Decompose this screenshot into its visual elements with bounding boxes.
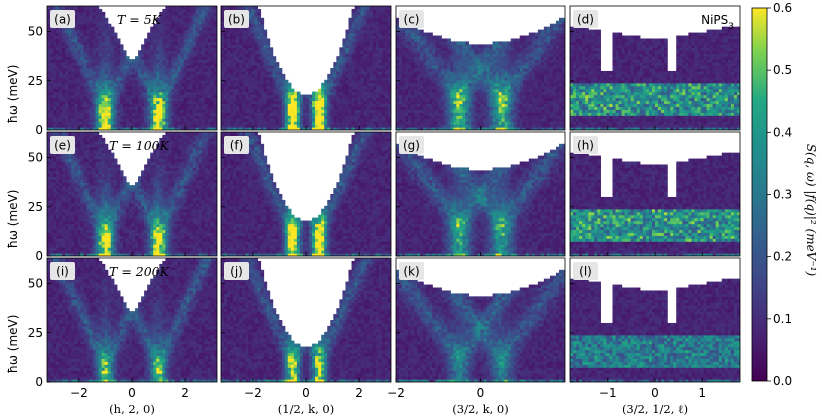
panel-label-box <box>573 10 598 28</box>
panel-label: (h) <box>577 139 594 153</box>
panel-label-box <box>224 262 249 280</box>
y-axis-label-row-3: ħω (meV) <box>6 315 20 374</box>
panel-label: (f) <box>230 139 244 153</box>
panel-label-box <box>399 136 424 154</box>
heatmap-panel-a <box>47 6 217 130</box>
temperature-label: T = 200K <box>109 264 170 279</box>
panel-label: (e) <box>54 139 71 153</box>
heatmap-panel-c <box>396 6 565 130</box>
x-tick-label: 0 <box>651 386 659 400</box>
x-tick-label: −1 <box>599 386 617 400</box>
panel-label: (c) <box>404 13 420 27</box>
panel-label: (k) <box>403 265 419 279</box>
panel-label: (b) <box>228 13 245 27</box>
panel-label: (a) <box>54 13 71 27</box>
panel-label: (d) <box>577 13 594 27</box>
y-axis-label-row-1: ħω (meV) <box>6 65 20 124</box>
y-tick-label: 50 <box>28 151 43 165</box>
heatmap-panel-b <box>221 6 391 130</box>
colorbar: 0.0 0.1 0.2 0.3 0.4 0.5 0.6 <box>751 1 792 388</box>
x-axis-label: (3/2, 1/2, ℓ) <box>622 402 688 416</box>
colorbar-tick-label: 0.5 <box>773 63 792 77</box>
y-tick-label: 50 <box>28 25 43 39</box>
panel-label-box <box>399 262 424 280</box>
y-tick-label: 25 <box>28 74 43 88</box>
heatmap-panel-e <box>47 132 217 256</box>
x-tick-label: 0 <box>128 386 136 400</box>
panel-label: (j) <box>230 265 243 279</box>
x-tick-label: 1 <box>698 386 706 400</box>
x-axis-label: (h, 2, 0) <box>109 402 155 416</box>
panel-label: (l) <box>579 265 592 279</box>
x-tick-label: 2 <box>355 386 363 400</box>
y-axis-label-row-2: ħω (meV) <box>6 190 20 249</box>
x-tick-label: −2 <box>70 386 88 400</box>
temperature-label: T = 5K <box>117 12 162 27</box>
x-tick-label: 2 <box>181 386 189 400</box>
panel-label-box <box>50 136 75 154</box>
panel-label-box <box>399 10 424 28</box>
panel-label: (g) <box>403 139 420 153</box>
panel-label: (i) <box>56 265 69 279</box>
panel-label-box <box>50 262 75 280</box>
heatmap-panel-g <box>396 132 565 256</box>
heatmap-panel-h <box>570 132 740 256</box>
colorbar-tick-label: 0.3 <box>773 188 792 202</box>
y-tick-label: 50 <box>28 277 43 291</box>
y-tick-label: 0 <box>35 123 43 137</box>
x-tick-label: −2 <box>244 386 262 400</box>
colorbar-tick-label: 0.6 <box>773 1 792 15</box>
panels-layer <box>47 6 740 382</box>
colorbar-scale <box>751 7 768 382</box>
colorbar-tick-label: 0.0 <box>773 374 792 388</box>
panel-label-box <box>573 262 598 280</box>
heatmap-panel-i <box>47 258 217 382</box>
panel-label-box <box>224 136 249 154</box>
heatmap-panel-j <box>221 258 391 382</box>
x-axis-label: (3/2, k, 0) <box>452 402 508 416</box>
colorbar-tick-label: 0.1 <box>773 312 792 326</box>
y-tick-label: 0 <box>35 375 43 389</box>
colorbar-tick-label: 0.2 <box>773 250 792 264</box>
panel-label-box <box>573 136 598 154</box>
x-axis-label: (1/2, k, 0) <box>278 402 334 416</box>
temperature-label: T = 100K <box>109 138 170 153</box>
panel-label-box <box>224 10 249 28</box>
heatmap-panel-d <box>570 6 740 130</box>
colorbar-tick-label: 0.4 <box>773 125 792 139</box>
heatmap-panel-l <box>570 258 740 382</box>
heatmap-panel-k <box>396 258 565 382</box>
y-tick-label: 0 <box>35 249 43 263</box>
x-tick-label: 0 <box>302 386 310 400</box>
y-tick-label: 25 <box>28 200 43 214</box>
colorbar-label: S(q, ω) |f(q)|² (meV⁻¹) <box>804 144 818 277</box>
y-tick-label: 25 <box>28 326 43 340</box>
x-tick-label: 0 <box>477 386 485 400</box>
x-tick-label: −2 <box>387 386 405 400</box>
panel-label-box <box>50 10 75 28</box>
heatmap-panel-f <box>221 132 391 256</box>
